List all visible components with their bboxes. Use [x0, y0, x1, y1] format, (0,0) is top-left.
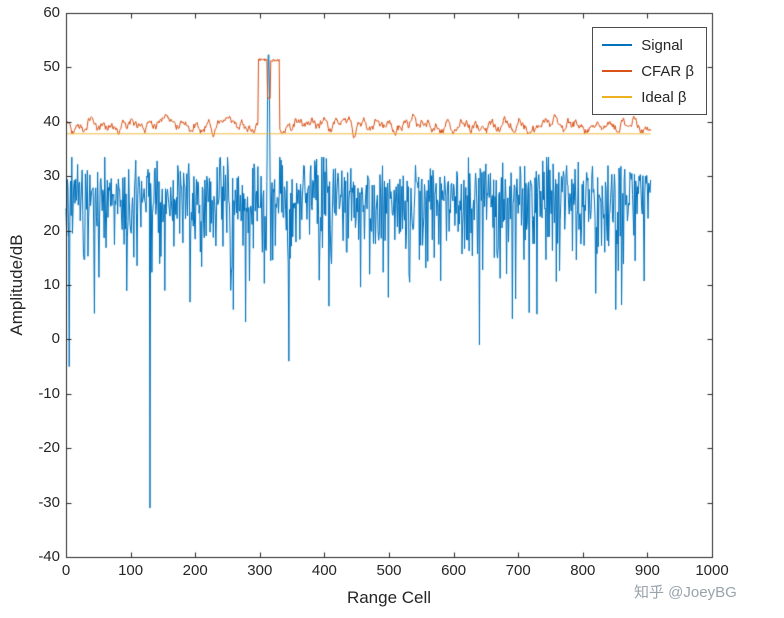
y-tick-label: 30 — [43, 167, 60, 185]
x-axis-label: Range Cell — [346, 588, 432, 607]
y-tick-label: 60 — [43, 4, 60, 21]
x-tick-label: 200 — [182, 562, 208, 579]
legend: Signal CFAR β Ideal β — [592, 27, 707, 115]
legend-item-ideal-beta: Ideal β — [602, 88, 694, 106]
y-tick-label: -30 — [38, 493, 60, 511]
x-tick-label: 500 — [376, 562, 402, 579]
legend-label-signal: Signal — [641, 36, 683, 54]
y-tick-label: 20 — [43, 221, 60, 239]
x-tick-label: 1000 — [695, 562, 729, 579]
x-tick-label: 800 — [570, 562, 596, 579]
y-tick-label: -10 — [38, 384, 60, 402]
y-tick-label: 50 — [43, 58, 60, 76]
y-tick-label: 40 — [43, 112, 60, 130]
legend-item-signal: Signal — [602, 36, 694, 54]
legend-label-cfar-beta: CFAR β — [641, 62, 694, 80]
x-tick-label: 600 — [441, 562, 467, 579]
watermark: 知乎 @JoeyBG — [634, 584, 737, 601]
x-tick-label: 700 — [505, 562, 531, 579]
x-tick-label: 300 — [247, 562, 273, 579]
legend-label-ideal-beta: Ideal β — [641, 88, 687, 106]
legend-line-swatch-cfar-beta — [602, 70, 633, 72]
legend-line-swatch-signal — [602, 44, 633, 46]
legend-line-swatch-ideal-beta — [602, 96, 633, 98]
x-tick-label: 0 — [61, 562, 71, 579]
y-tick-label: 10 — [43, 276, 60, 293]
legend-item-cfar-beta: CFAR β — [602, 62, 694, 80]
y-tick-label: -20 — [38, 439, 60, 457]
x-tick-label: 100 — [118, 562, 144, 579]
x-tick-label: 900 — [634, 562, 660, 579]
y-tick-label: 0 — [51, 330, 60, 348]
y-tick-label: -40 — [38, 548, 60, 565]
x-tick-label: 400 — [311, 562, 337, 579]
